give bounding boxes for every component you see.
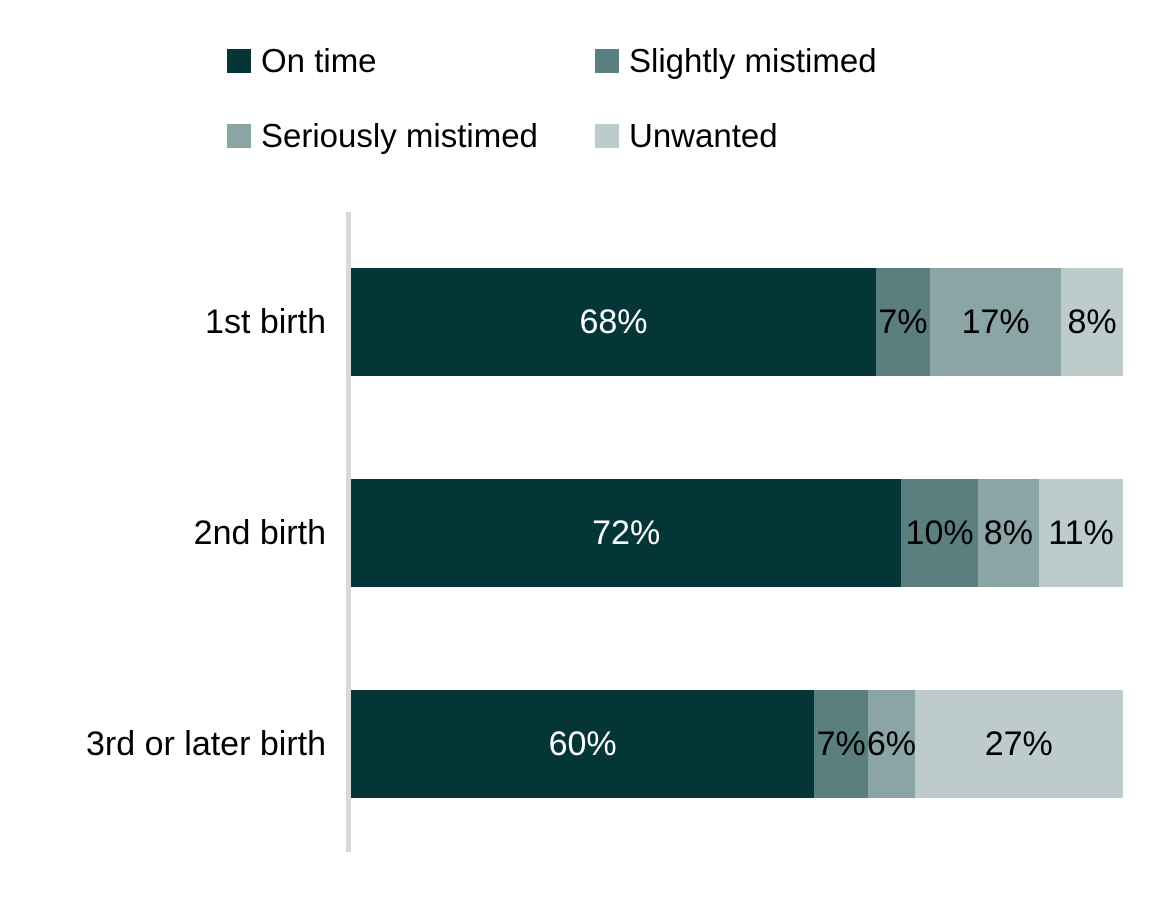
bar-row: 72% 10% 8% 11% (351, 479, 1123, 587)
bar-segment: 8% (977, 479, 1039, 587)
legend-swatch-icon (595, 124, 619, 148)
bar-data-label: 11% (1048, 514, 1114, 552)
bar-segment: 17% (929, 268, 1062, 376)
bar-segment: 27% (914, 690, 1123, 798)
bar-segment: 8% (1061, 268, 1123, 376)
category-label: 3rd or later birth (86, 724, 326, 763)
bar-segment: 60% (351, 690, 815, 798)
legend-item: Slightly mistimed (595, 44, 877, 78)
legend-label: Unwanted (629, 117, 778, 154)
chart-legend: On time Slightly mistimed Seriously mistim… (227, 44, 877, 153)
bar-segment: 68% (351, 268, 876, 376)
bar-data-label: 7% (878, 303, 928, 341)
legend-swatch-icon (227, 49, 251, 73)
y-axis-line (346, 212, 351, 852)
legend-item: On time (227, 44, 595, 78)
bar-segment: 11% (1038, 479, 1123, 587)
bar-row: 68% 7% 17% 8% (351, 268, 1123, 376)
category-label: 1st birth (205, 302, 326, 341)
bar-data-label: 8% (983, 514, 1033, 552)
bar-data-label: 7% (816, 725, 866, 763)
bar-data-label: 6% (866, 725, 916, 763)
bar-segment: 10% (901, 479, 978, 587)
category-label: 2nd birth (193, 513, 326, 552)
bar-segment: 6% (866, 690, 916, 798)
legend-swatch-icon (227, 124, 251, 148)
legend-label: Slightly mistimed (629, 42, 877, 79)
legend-item: Unwanted (595, 119, 877, 153)
bar-segment: 72% (351, 479, 902, 587)
bar-data-label: 17% (961, 303, 1030, 341)
bar-segment: 7% (814, 690, 869, 798)
legend-label: Seriously mistimed (261, 117, 538, 154)
bar-data-label: 8% (1067, 303, 1117, 341)
bar-data-label: 60% (548, 725, 617, 763)
bar-row: 60% 7% 6% 27% (351, 690, 1123, 798)
legend-label: On time (261, 42, 377, 79)
bar-segment: 7% (875, 268, 930, 376)
bar-data-label: 27% (984, 725, 1053, 763)
bar-data-label: 68% (579, 303, 648, 341)
bar-data-label: 72% (592, 514, 661, 552)
legend-swatch-icon (595, 49, 619, 73)
legend-item: Seriously mistimed (227, 119, 595, 153)
bar-data-label: 10% (905, 514, 974, 552)
